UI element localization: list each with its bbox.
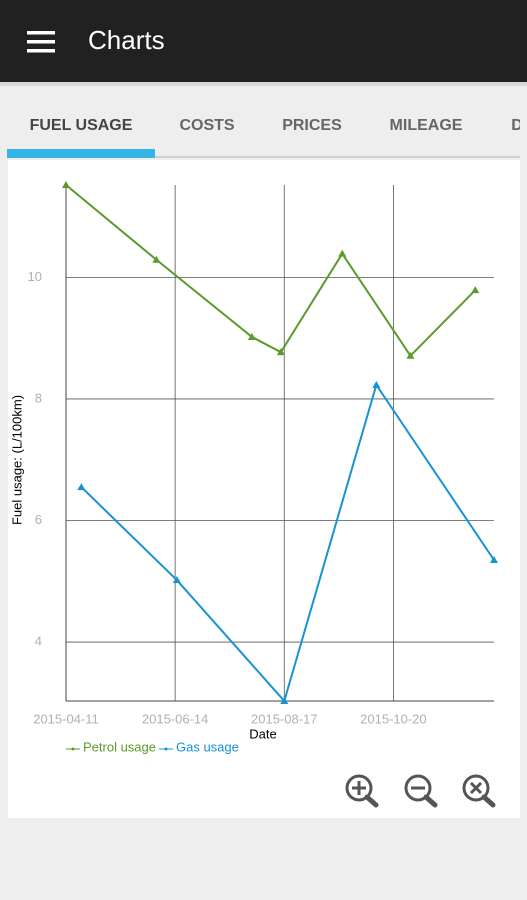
tab-indicator [7,149,155,158]
tab[interactable]: COSTS [179,117,234,134]
y-tick-label: 4 [35,633,42,648]
shadow [0,82,527,86]
x-axis-label: Date [249,726,276,741]
data-point [247,332,256,340]
data-point [77,483,86,491]
menu-button[interactable] [27,31,55,53]
chart-card [8,160,520,818]
app-bar [0,0,527,82]
y-tick-label: 10 [28,269,42,284]
zoom-out-button[interactable] [404,774,438,808]
data-point [490,555,498,563]
plot-area [62,181,498,704]
legend-label: Gas usage [176,739,239,754]
tab[interactable]: MILEAGE [390,117,463,134]
y-tick-label: 8 [35,390,42,405]
data-point [276,348,285,356]
x-tick-label: 2015-10-20 [360,711,427,726]
chart: 4 6 8 10 2015-04-11 2015-06-14 2015-08-17 2015-… [9,181,498,754]
x-tick-label: 2015-06-14 [142,711,209,726]
tab-divider [7,156,520,158]
data-point [406,351,415,359]
zoom-reset-button[interactable] [462,774,496,808]
legend-marker [71,747,75,751]
y-tick-label: 6 [35,512,42,527]
zoom-in-button[interactable] [345,774,379,808]
x-tick-label: 2015-04-11 [33,711,99,726]
app-title: Charts [88,25,165,55]
legend-label: Petrol usage [83,739,156,754]
data-point [280,697,289,704]
tab-bar: FUEL USAGE COSTS PRICES MILEAGE D [30,117,523,134]
data-point [152,255,161,263]
legend-marker [164,747,168,751]
x-tick-label: 2015-08-17 [251,711,318,726]
y-axis-label: Fuel usage: (L/100km) [9,395,24,525]
tab[interactable]: PRICES [282,117,342,134]
data-point [62,181,70,188]
data-point [372,380,381,388]
data-point [471,286,480,294]
tab[interactable]: D [511,117,523,134]
tab[interactable]: FUEL USAGE [30,117,133,134]
data-point [172,576,181,584]
data-point [338,249,347,257]
